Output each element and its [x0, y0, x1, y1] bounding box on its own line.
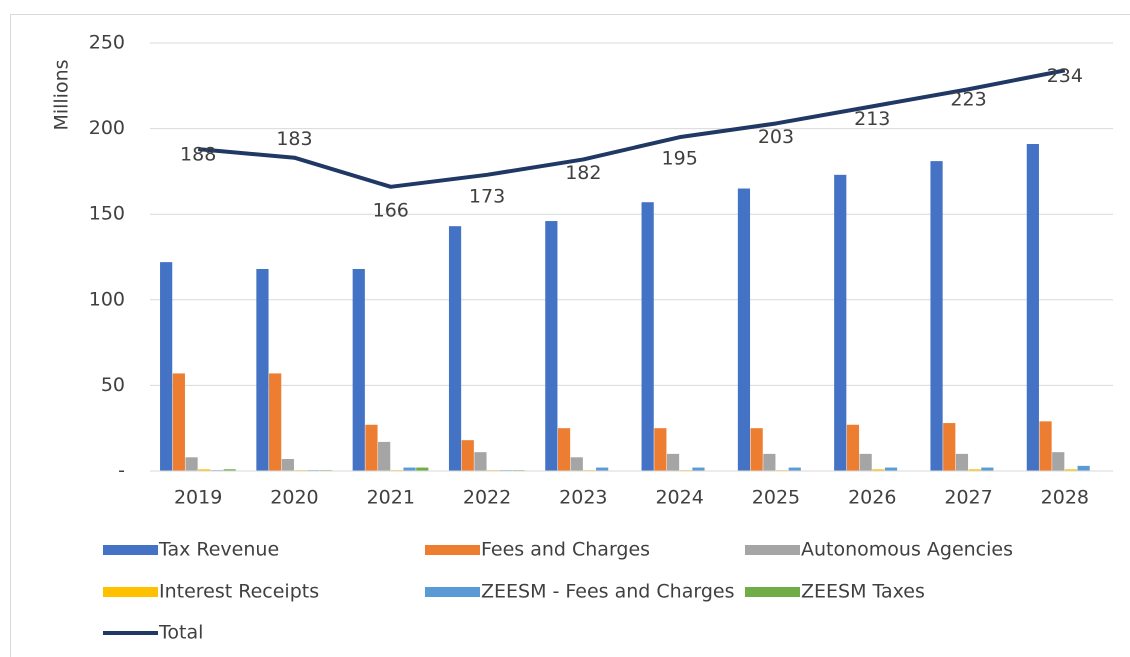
- bar: [557, 428, 571, 471]
- bar: [968, 469, 981, 471]
- legend-label: ZEESM - Fees and Charges: [481, 581, 735, 603]
- data-label: 195: [662, 148, 698, 170]
- bar: [1039, 421, 1052, 471]
- bar: [981, 467, 994, 471]
- bar: [750, 428, 763, 471]
- bar: [834, 174, 847, 471]
- bar: [666, 453, 680, 471]
- y-tick-label: 50: [101, 374, 125, 396]
- bar: [448, 226, 462, 471]
- bar: [160, 262, 173, 471]
- bar: [172, 373, 185, 471]
- bar: [596, 467, 609, 471]
- bar: [943, 423, 956, 471]
- bar: [198, 469, 211, 471]
- bar: [256, 268, 269, 471]
- x-tick-label: 2026: [848, 487, 896, 509]
- bar: [930, 161, 943, 472]
- bar: [859, 453, 872, 471]
- bar: [461, 440, 474, 471]
- bar: [654, 428, 667, 471]
- bar: [955, 453, 969, 471]
- bar: [281, 459, 294, 471]
- x-tick-label: 2022: [463, 487, 511, 509]
- bar: [416, 467, 429, 471]
- data-label: 188: [180, 144, 216, 166]
- bar: [570, 457, 583, 471]
- legend-swatch: [425, 545, 480, 555]
- x-tick-label: 2025: [752, 487, 800, 509]
- bar: [884, 467, 898, 471]
- bar: [352, 268, 365, 471]
- bar: [737, 188, 751, 471]
- chart-border: [10, 14, 1130, 657]
- legend-label: Fees and Charges: [481, 539, 650, 561]
- bar: [474, 452, 487, 471]
- legend-label: Interest Receipts: [159, 581, 319, 603]
- legend-label: Tax Revenue: [158, 539, 279, 561]
- bar: [1052, 452, 1065, 471]
- bar: [641, 202, 654, 471]
- y-tick-label: 100: [89, 288, 125, 310]
- y-axis-title: Millions: [51, 59, 73, 130]
- bar: [269, 373, 282, 471]
- legend-label: ZEESM Taxes: [801, 581, 925, 603]
- data-label: 203: [758, 126, 794, 148]
- x-tick-label: 2027: [944, 487, 992, 509]
- bar: [378, 441, 391, 471]
- bar: [872, 469, 885, 471]
- x-tick-label: 2019: [174, 487, 222, 509]
- data-label: 166: [373, 199, 409, 221]
- data-label: 213: [854, 108, 890, 130]
- bar: [1026, 144, 1039, 471]
- legend-swatch: [745, 545, 800, 555]
- bar: [1077, 465, 1090, 471]
- bar: [788, 467, 801, 471]
- bar: [692, 467, 705, 471]
- data-label: 234: [1047, 65, 1083, 87]
- x-tick-label: 2021: [367, 487, 415, 509]
- data-label: 173: [469, 185, 505, 207]
- data-label: 183: [276, 128, 312, 150]
- bar: [1064, 469, 1078, 471]
- legend-label: Total: [158, 622, 203, 644]
- legend-swatch: [425, 587, 480, 597]
- y-tick-label: 150: [89, 203, 125, 225]
- x-tick-label: 2023: [559, 487, 607, 509]
- total-line: [197, 68, 1066, 189]
- data-label: 223: [950, 89, 986, 111]
- y-tick-label: 250: [89, 32, 125, 54]
- y-tick-label: -: [118, 460, 125, 482]
- bar: [545, 221, 558, 471]
- bar: [365, 424, 378, 471]
- x-tick-label: 2028: [1041, 487, 1089, 509]
- bar: [185, 457, 198, 471]
- legend-swatch: [103, 587, 158, 597]
- y-tick-label: 200: [89, 117, 125, 139]
- bar: [846, 424, 860, 471]
- x-tick-label: 2024: [655, 487, 703, 509]
- bar: [403, 467, 416, 471]
- x-tick-label: 2020: [270, 487, 318, 509]
- bar: [763, 453, 776, 471]
- bar: [223, 469, 236, 471]
- legend-swatch: [103, 545, 158, 555]
- legend-label: Autonomous Agencies: [801, 539, 1013, 561]
- legend-swatch: [745, 587, 800, 597]
- data-label: 182: [565, 162, 601, 184]
